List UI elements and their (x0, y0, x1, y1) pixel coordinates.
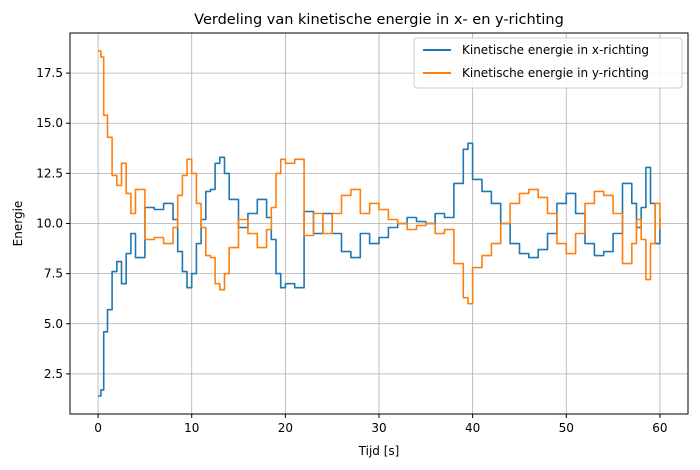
chart-title: Verdeling van kinetische energie in x- e… (194, 12, 564, 28)
series-line-y (98, 50, 661, 305)
series-group (98, 50, 661, 397)
legend-label-y: Kinetische energie in y-richting (462, 66, 649, 80)
legend-label-x: Kinetische energie in x-richting (462, 43, 649, 57)
y-axis-ticks: 2.5 5.0 7.5 10.0 12.5 15.0 17.5 (36, 66, 70, 381)
legend-box (413, 37, 683, 89)
y-tick-label: 17.5 (36, 66, 63, 80)
x-tick-label: 50 (559, 421, 574, 435)
y-tick-label: 10.0 (36, 217, 63, 231)
x-tick-label: 30 (371, 421, 386, 435)
y-tick-label: 15.0 (36, 116, 63, 130)
legend: Kinetische energie in x-richting Kinetis… (413, 37, 683, 89)
y-axis-label: Energie (11, 201, 25, 247)
x-tick-label: 20 (278, 421, 293, 435)
y-tick-label: 2.5 (44, 367, 63, 381)
x-tick-label: 60 (652, 421, 667, 435)
y-tick-label: 7.5 (44, 267, 63, 281)
x-axis-label: Tijd [s] (358, 444, 400, 458)
x-tick-label: 10 (184, 421, 199, 435)
y-tick-label: 12.5 (36, 166, 63, 180)
y-tick-label: 5.0 (44, 317, 63, 331)
x-axis-ticks: 0 10 20 30 40 50 60 (94, 414, 668, 435)
x-tick-label: 40 (465, 421, 480, 435)
x-tick-label: 0 (94, 421, 102, 435)
series-line-x (98, 142, 661, 397)
